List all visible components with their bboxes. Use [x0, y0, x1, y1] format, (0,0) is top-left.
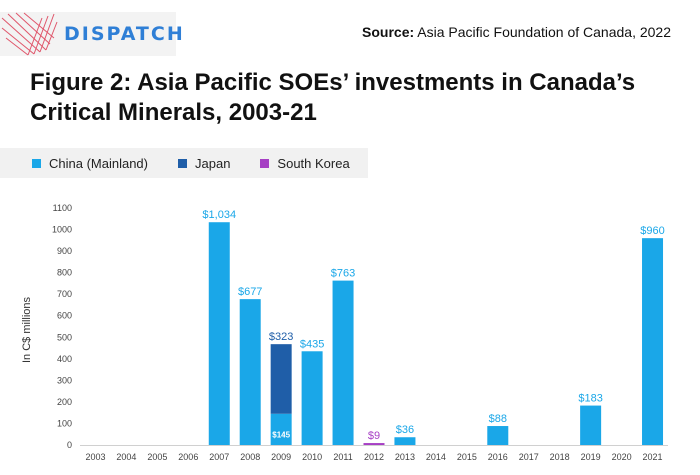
legend-swatch-japan	[178, 158, 187, 168]
x-tick-label: 2011	[333, 452, 352, 462]
data-label-2012: $9	[368, 430, 380, 442]
x-tick-label: 2014	[426, 452, 446, 462]
y-tick-label: 400	[57, 354, 72, 364]
bar-2009-china	[270, 413, 292, 445]
x-tick-label: 2016	[488, 452, 508, 462]
legend-label-korea: South Korea	[277, 155, 350, 171]
bar-2021-china	[642, 238, 664, 445]
data-label-2009: $323	[269, 331, 293, 343]
y-tick-label: 0	[67, 440, 72, 450]
x-tick-label: 2021	[643, 452, 663, 462]
y-tick-label: 1000	[52, 225, 72, 235]
y-tick-label: 800	[57, 268, 72, 278]
data-label-2019: $183	[578, 393, 602, 405]
data-label-2010: $435	[300, 338, 324, 350]
legend-label-china: China (Mainland)	[49, 155, 148, 171]
x-tick-label: 2012	[364, 452, 384, 462]
x-tick-label: 2017	[519, 452, 539, 462]
x-tick-label: 2008	[240, 452, 260, 462]
logo-text: DISPATCH	[64, 23, 185, 45]
bar-2013-china	[394, 437, 416, 445]
y-tick-label: 300	[57, 375, 72, 385]
x-tick-label: 2013	[395, 452, 415, 462]
bar-2007-china	[208, 222, 230, 445]
data-label-2016: $88	[489, 413, 507, 425]
y-tick-label: 500	[57, 332, 72, 342]
bar-2011-china	[332, 280, 354, 445]
bar-2008-china	[239, 299, 261, 445]
chart-title: Figure 2: Asia Pacific SOEs’ investments…	[30, 69, 636, 126]
bar-2016-china	[487, 426, 509, 445]
source-label: Source:	[362, 24, 415, 40]
legend-swatch-korea	[260, 158, 270, 168]
data-label-2009: $145	[272, 430, 290, 439]
data-label-2008: $677	[238, 286, 262, 298]
x-tick-label: 2009	[271, 452, 291, 462]
x-tick-label: 2003	[85, 452, 105, 462]
legend-item-japan: Japan	[178, 156, 230, 171]
y-tick-label: 1100	[53, 203, 72, 213]
data-label-2021: $960	[640, 225, 664, 237]
data-label-2011: $763	[331, 268, 355, 280]
data-label-2013: $36	[396, 424, 414, 436]
legend-swatch-china	[32, 158, 41, 168]
x-tick-label: 2015	[457, 452, 477, 462]
x-tick-label: 2019	[581, 452, 601, 462]
bar-2012-korea	[363, 443, 385, 445]
x-tick-label: 2006	[178, 452, 198, 462]
dispatch-line-logo-icon	[1, 12, 58, 56]
x-tick-label: 2007	[209, 452, 229, 462]
source-line: Source: Asia Pacific Foundation of Canad…	[362, 24, 671, 40]
chart-legend: China (Mainland) Japan South Korea	[0, 148, 368, 178]
x-tick-label: 2010	[302, 452, 322, 462]
x-tick-label: 2020	[612, 452, 632, 462]
bar-2009-japan	[270, 344, 292, 414]
legend-item-china: China (Mainland)	[32, 156, 148, 171]
source-text: Asia Pacific Foundation of Canada, 2022	[417, 24, 671, 40]
data-label-2007: $1,034	[202, 209, 236, 221]
x-tick-label: 2018	[550, 452, 570, 462]
y-tick-label: 100	[57, 418, 72, 428]
x-tick-label: 2005	[147, 452, 167, 462]
logo: DISPATCH	[0, 12, 183, 56]
bar-chart: 0 100 200 300 400 500 600 700 800 900 1000 1100 2003…	[52, 203, 668, 462]
bar-2019-china	[580, 405, 602, 445]
y-tick-label: 200	[57, 397, 72, 407]
x-tick-label: 2004	[116, 452, 136, 462]
legend-label-japan: Japan	[195, 155, 231, 171]
legend-item-korea: South Korea	[260, 155, 350, 171]
y-tick-label: 900	[57, 246, 72, 256]
y-tick-label: 600	[57, 311, 72, 321]
y-tick-label: 700	[57, 289, 72, 299]
bar-2010-china	[301, 351, 323, 445]
